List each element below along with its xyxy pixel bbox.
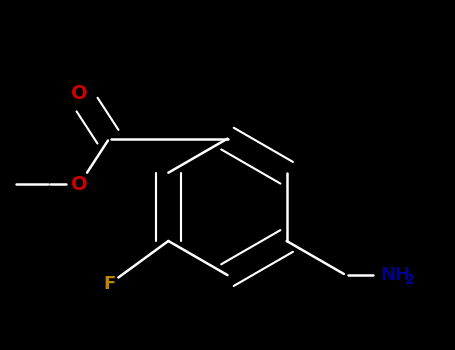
Text: 2: 2 [405, 273, 414, 287]
Text: O: O [71, 84, 88, 103]
Text: NH: NH [380, 266, 410, 284]
Text: F: F [103, 275, 115, 293]
Text: O: O [71, 175, 88, 194]
